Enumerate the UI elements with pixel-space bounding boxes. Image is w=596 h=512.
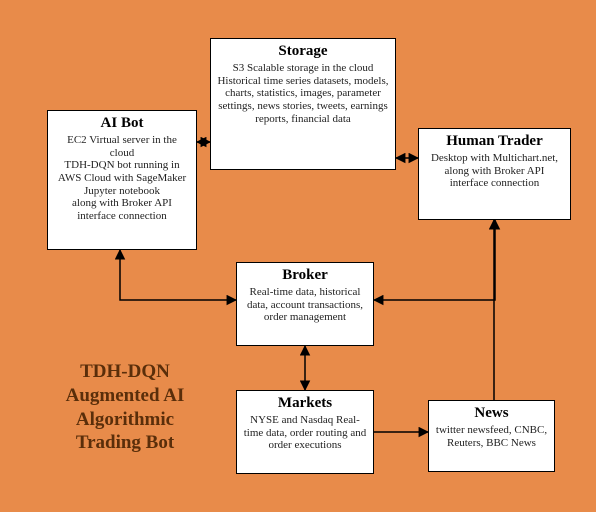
node-markets-desc: NYSE and Nasdaq Real-time data, order ro… (243, 414, 367, 452)
node-broker-desc: Real-time data, historical data, account… (243, 286, 367, 324)
node-ai-bot-desc: EC2 Virtual server in the cloud TDH-DQN … (54, 134, 190, 222)
node-storage-desc: S3 Scalable storage in the cloud Histori… (217, 62, 389, 125)
node-news-title: News (435, 405, 548, 422)
node-storage-title: Storage (217, 43, 389, 60)
edge-aibot-broker (120, 250, 236, 300)
node-human-desc: Desktop with Multichart.net, along with … (425, 152, 564, 190)
edge-broker-human (374, 220, 495, 300)
node-storage: Storage S3 Scalable storage in the cloud… (210, 38, 396, 170)
node-ai-bot: AI Bot EC2 Virtual server in the cloud T… (47, 110, 197, 250)
node-news-desc: twitter newsfeed, CNBC, Reuters, BBC New… (435, 424, 548, 449)
diagram-caption: TDH-DQN Augmented AI Algorithmic Trading… (40, 360, 210, 455)
node-broker-title: Broker (243, 267, 367, 284)
node-markets-title: Markets (243, 395, 367, 412)
node-broker: Broker Real-time data, historical data, … (236, 262, 374, 346)
node-human-trader: Human Trader Desktop with Multichart.net… (418, 128, 571, 220)
node-ai-bot-title: AI Bot (54, 115, 190, 132)
node-news: News twitter newsfeed, CNBC, Reuters, BB… (428, 400, 555, 472)
node-human-title: Human Trader (425, 133, 564, 150)
node-markets: Markets NYSE and Nasdaq Real-time data, … (236, 390, 374, 474)
